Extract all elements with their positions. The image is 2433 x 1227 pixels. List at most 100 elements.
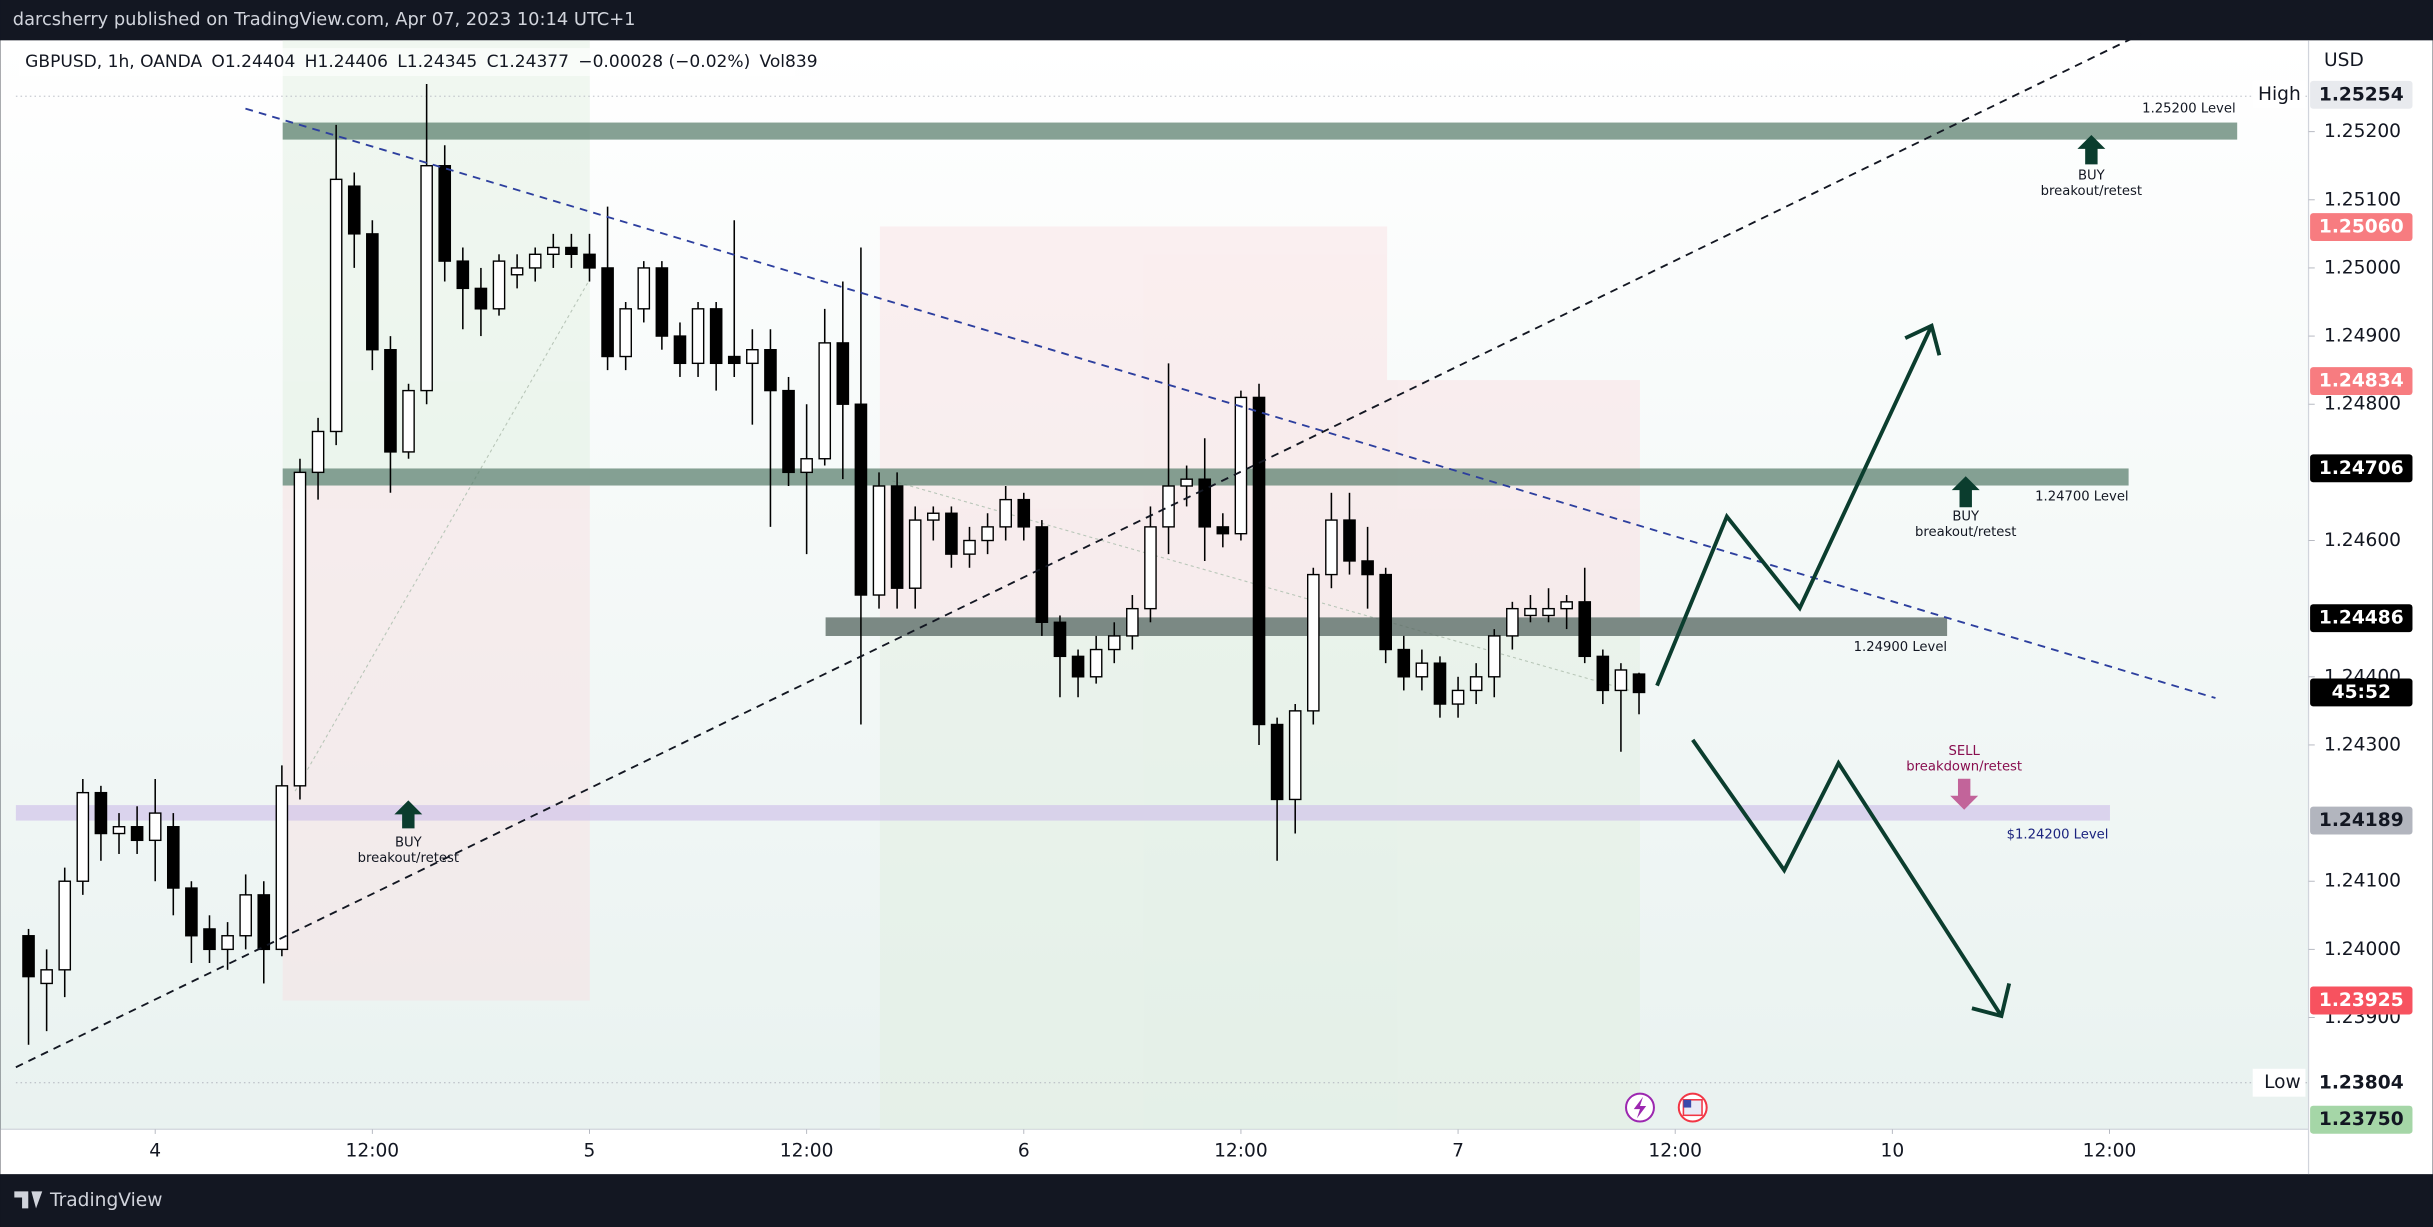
candle-body [1252,396,1266,726]
profit-zone [1259,635,1640,1130]
candle-body [1632,673,1646,694]
candle-body [854,403,868,596]
x-tick-label: 6 [1018,1140,1030,1161]
candle-body [1433,662,1447,705]
buy-label: BUY [395,835,423,850]
candle-body [1126,607,1139,637]
price-badge [2310,604,2413,633]
candle-body [963,539,976,555]
candle-body [402,389,415,453]
level-label: 1.24900 Level [1854,640,1947,655]
y-tick-label: 1.25000 [2324,257,2401,278]
candle-body [1144,526,1157,610]
candle-body [1487,635,1501,678]
position-line [294,278,591,792]
high-tag: High [2258,84,2301,105]
buy-label: breakout/retest [1915,525,2016,540]
level-zone [15,805,2110,821]
candle-body [1469,676,1483,692]
candle-body [94,791,108,835]
candle-body [148,812,162,842]
y-tick-label: 1.24800 [2324,394,2401,415]
price-badge [2310,454,2413,483]
candle-body [1107,635,1121,651]
candle-body [1234,396,1248,535]
time-axis [0,1129,2309,1175]
legend-value: L1.24345 [397,52,477,72]
candle-body [112,826,126,835]
candle-body [438,165,452,262]
legend-value: Vol839 [760,52,818,72]
buy-label: breakout/retest [2041,184,2142,199]
candle-body [384,349,397,453]
candle-body [890,485,904,589]
price-badge [2310,806,2413,835]
candle-body [1361,560,1374,576]
legend-value: H1.24406 [305,52,388,72]
candle-body [945,512,958,555]
candle-body [655,267,669,337]
candle-body [1306,573,1320,712]
y-tick-label: 1.24300 [2324,734,2401,755]
candle-body [764,349,777,392]
price-badge-label: 1.23804 [2319,1072,2404,1093]
candle-body [1578,601,1592,658]
flag-icon [1683,1099,1692,1108]
candle-body [709,308,723,365]
candle-body [908,519,922,589]
candle-body [601,267,614,358]
price-badge-label: 1.24486 [2319,608,2404,629]
candle-body [637,267,651,310]
candle-body [456,260,470,290]
symbol: GBPUSD, 1h, OANDA [25,52,202,72]
price-badge-label: 1.24834 [2319,371,2404,392]
y-tick-label: 1.24000 [2324,939,2401,960]
x-tick-label: 12:00 [1648,1140,1702,1161]
price-badge-label: 1.24189 [2319,810,2404,831]
level-label: 1.25200 Level [2142,102,2235,117]
price-badge-label: 1.24706 [2319,458,2404,479]
legend-value: O1.24404 [211,52,295,72]
candle-body [1560,601,1573,610]
candle-body [366,233,379,351]
candle-body [1288,710,1302,801]
candle-body [528,253,542,269]
sell-arrow [1950,778,1979,810]
price-badge [2310,986,2413,1015]
candle-body [1379,573,1392,651]
x-tick-label: 10 [1881,1140,1905,1161]
candle-body [257,894,271,951]
tag-box [2252,1068,2306,1097]
candle-body [619,308,632,358]
footer-logo: TradingView [49,1190,162,1211]
candle-body [1524,607,1537,617]
price-badge [2310,1068,2413,1097]
legend-value: −0.00028 (−0.02%) [578,52,750,72]
buy-label: breakout/retest [358,851,459,866]
candle-body [510,267,524,276]
candle-body [347,185,361,235]
currency: USD [2324,50,2364,71]
candle-body [76,791,90,882]
candle-body [872,485,886,596]
candle-body [546,246,560,256]
candle-body [329,178,343,433]
buy-arrow [1951,476,1980,508]
x-tick-label: 7 [1452,1140,1464,1161]
logo-icon [14,1191,43,1209]
candle-body [782,389,795,474]
candle-body [474,287,488,310]
publisher: darcsherry published on TradingView.com,… [13,9,636,30]
candle-body [420,165,433,392]
candle-body [727,355,741,365]
price-badge-label: 1.25060 [2319,217,2404,238]
candle-body [818,342,832,460]
candle-body [1343,519,1356,562]
y-tick-label: 1.25200 [2324,121,2401,142]
countdown: 45:52 [2332,682,2391,703]
candle-body [311,430,325,474]
candle-body [1216,526,1230,535]
candle-body [1162,485,1175,528]
